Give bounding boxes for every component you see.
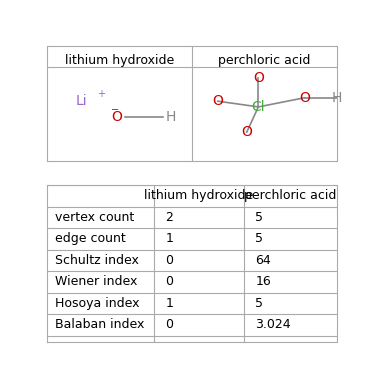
Text: O: O (241, 125, 252, 139)
Text: −: − (111, 105, 119, 115)
Text: O: O (299, 91, 310, 105)
Text: 1: 1 (166, 232, 174, 245)
Text: 64: 64 (255, 254, 271, 267)
Text: Wiener index: Wiener index (55, 275, 138, 288)
Text: 0: 0 (166, 318, 174, 331)
Text: 1: 1 (166, 297, 174, 310)
Text: lithium hydroxide: lithium hydroxide (65, 54, 174, 67)
Text: 16: 16 (255, 275, 271, 288)
Text: perchloric acid: perchloric acid (218, 54, 310, 67)
Text: 3.024: 3.024 (255, 318, 291, 331)
Text: 5: 5 (255, 211, 263, 224)
Text: Cl: Cl (252, 100, 265, 114)
Text: Hosoya index: Hosoya index (55, 297, 140, 310)
Text: Balaban index: Balaban index (55, 318, 145, 331)
Text: 0: 0 (166, 275, 174, 288)
Text: lithium hydroxide: lithium hydroxide (144, 189, 254, 202)
Text: Li: Li (76, 94, 88, 108)
Text: H: H (166, 110, 176, 124)
Text: 5: 5 (255, 297, 263, 310)
Text: edge count: edge count (55, 232, 126, 245)
Text: 0: 0 (166, 254, 174, 267)
Text: 5: 5 (255, 232, 263, 245)
Text: 2: 2 (166, 211, 174, 224)
Text: O: O (111, 110, 122, 124)
Text: O: O (253, 71, 264, 85)
Text: Schultz index: Schultz index (55, 254, 140, 267)
Text: H: H (331, 91, 342, 105)
Text: O: O (212, 94, 223, 108)
Text: vertex count: vertex count (55, 211, 135, 224)
Text: perchloric acid: perchloric acid (244, 189, 336, 202)
Text: +: + (98, 89, 105, 99)
